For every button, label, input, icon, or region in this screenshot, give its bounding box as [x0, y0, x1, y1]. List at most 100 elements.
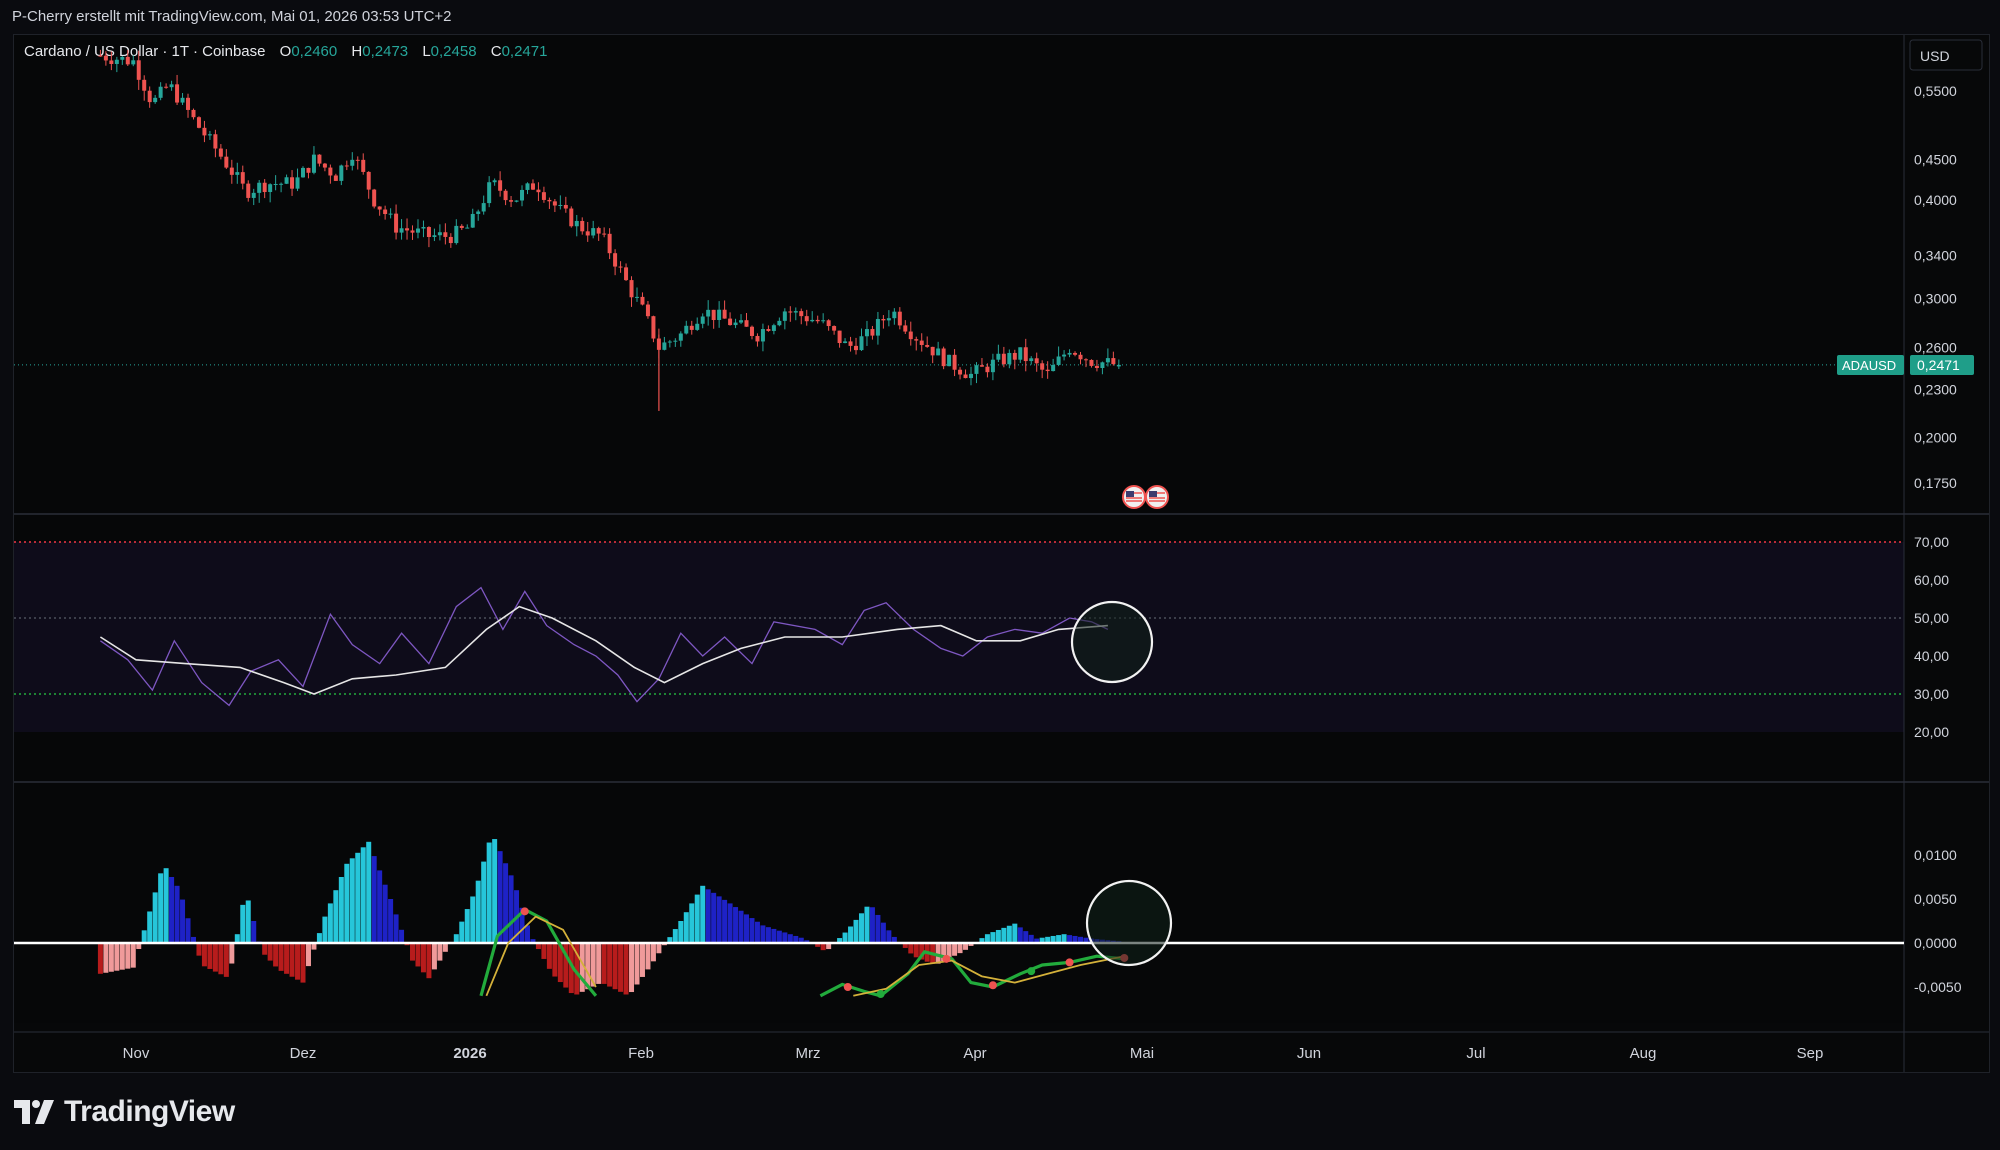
candle [963, 369, 968, 379]
time-axis-label: 2026 [453, 1045, 486, 1062]
candle-body [377, 206, 382, 210]
macd-histogram-bar [459, 921, 465, 943]
macd-histogram-bar [355, 852, 361, 943]
candle [766, 325, 771, 332]
candle [498, 171, 503, 197]
symbol-legend[interactable]: Cardano / US Dollar · 1T · Coinbase O0,2… [24, 43, 547, 60]
candle [974, 362, 979, 384]
candle-body [832, 326, 837, 331]
macd-histogram-bar [634, 943, 640, 985]
candle [804, 309, 809, 326]
chart-canvas[interactable]: USD Cardano / US Dollar · 1T · Coinbase … [14, 35, 1989, 1072]
currency-button[interactable] [1909, 39, 1983, 71]
candle [328, 164, 333, 184]
rsi-series[interactable] [99, 586, 1109, 707]
candle [509, 196, 514, 208]
candle [958, 367, 963, 380]
chart-frame[interactable]: USD Cardano / US Dollar · 1T · Coinbase … [13, 34, 1990, 1073]
candle-body [103, 55, 108, 61]
tradingview-logo[interactable]: TradingView [14, 1092, 235, 1132]
macd-histogram-bar [366, 841, 372, 943]
candle [815, 315, 820, 324]
candle-body [98, 55, 103, 57]
highlight-circle[interactable] [1070, 600, 1154, 684]
economic-events[interactable] [1122, 485, 1169, 509]
macd-histogram-bar [415, 943, 421, 967]
macd-histogram[interactable] [97, 839, 1122, 995]
candle [739, 314, 744, 325]
candle-body [191, 109, 196, 118]
candle [257, 180, 262, 203]
candle [1001, 346, 1006, 368]
candle [547, 197, 552, 209]
candle [985, 363, 990, 378]
price-scale-area[interactable] [1905, 35, 1989, 1033]
candle-body [218, 148, 223, 157]
candlestick-series[interactable] [98, 49, 1121, 411]
candle [394, 204, 399, 240]
candle-body [886, 318, 891, 321]
candle [744, 313, 749, 327]
us-flag-icon[interactable] [1122, 485, 1146, 509]
candle [919, 333, 924, 352]
macd-histogram-bar [431, 943, 437, 970]
macd-histogram-bar [251, 921, 257, 943]
candle [782, 308, 787, 330]
macd-cross-dot [988, 981, 997, 990]
price-pane[interactable] [14, 35, 1904, 513]
candle [925, 336, 930, 348]
candle [591, 220, 596, 239]
tradingview-logo-icon [14, 1100, 54, 1124]
macd-histogram-bar [760, 925, 766, 943]
symbol-badge-label: ADAUSD [1842, 358, 1896, 373]
candle [864, 320, 869, 346]
candle [1023, 338, 1028, 372]
macd-tick-label: 0,0050 [1914, 891, 1957, 907]
symbol-title[interactable]: Cardano / US Dollar · 1T · Coinbase [24, 43, 266, 60]
price-tick-label: 0,3400 [1914, 248, 1957, 264]
candle-body [131, 60, 136, 65]
candle [306, 167, 311, 179]
time-axis-area[interactable] [14, 1033, 1989, 1072]
us-flag-icon[interactable] [1145, 485, 1169, 509]
candle-body [1045, 369, 1050, 372]
macd-histogram-bar [492, 839, 498, 943]
time-axis-label: Feb [628, 1045, 654, 1062]
macd-histogram-bar [453, 934, 459, 943]
candle [875, 311, 880, 345]
svg-text:Cardano / US Dollar · 1T · Coi: Cardano / US Dollar · 1T · Coinbase O0,2… [24, 43, 547, 60]
rsi-tick-label: 30,00 [1914, 686, 1949, 702]
candle [788, 306, 793, 322]
candle-body [306, 167, 311, 173]
candle-body [749, 326, 754, 336]
macd-histogram-bar [1034, 938, 1040, 943]
macd-histogram-bar [557, 943, 563, 983]
candle [399, 219, 404, 240]
candle [454, 219, 459, 245]
macd-histogram-bar [278, 943, 284, 971]
macd-histogram-bar [563, 943, 569, 988]
highlight-circle[interactable] [1085, 879, 1173, 967]
macd-histogram-bar [722, 899, 728, 943]
candle [207, 130, 212, 140]
candle [350, 152, 355, 171]
candle [930, 346, 935, 364]
macd-histogram-bar [650, 943, 656, 962]
candle-body [684, 325, 689, 334]
open-value: 0,2460 [291, 43, 337, 60]
candle-body [503, 190, 508, 201]
candle-body [262, 182, 267, 193]
candle-body [788, 311, 793, 313]
candle [103, 51, 108, 66]
macd-histogram-bar [820, 943, 826, 951]
macd-histogram-bar [152, 892, 158, 943]
candle-body [410, 230, 415, 233]
macd-histogram-bar [393, 914, 399, 943]
candle [284, 174, 289, 185]
candle [279, 182, 284, 193]
candle-body [164, 86, 169, 88]
candle [136, 50, 141, 90]
macd-pane[interactable] [14, 783, 1904, 1023]
candle-body [635, 296, 639, 298]
candle [892, 308, 897, 325]
